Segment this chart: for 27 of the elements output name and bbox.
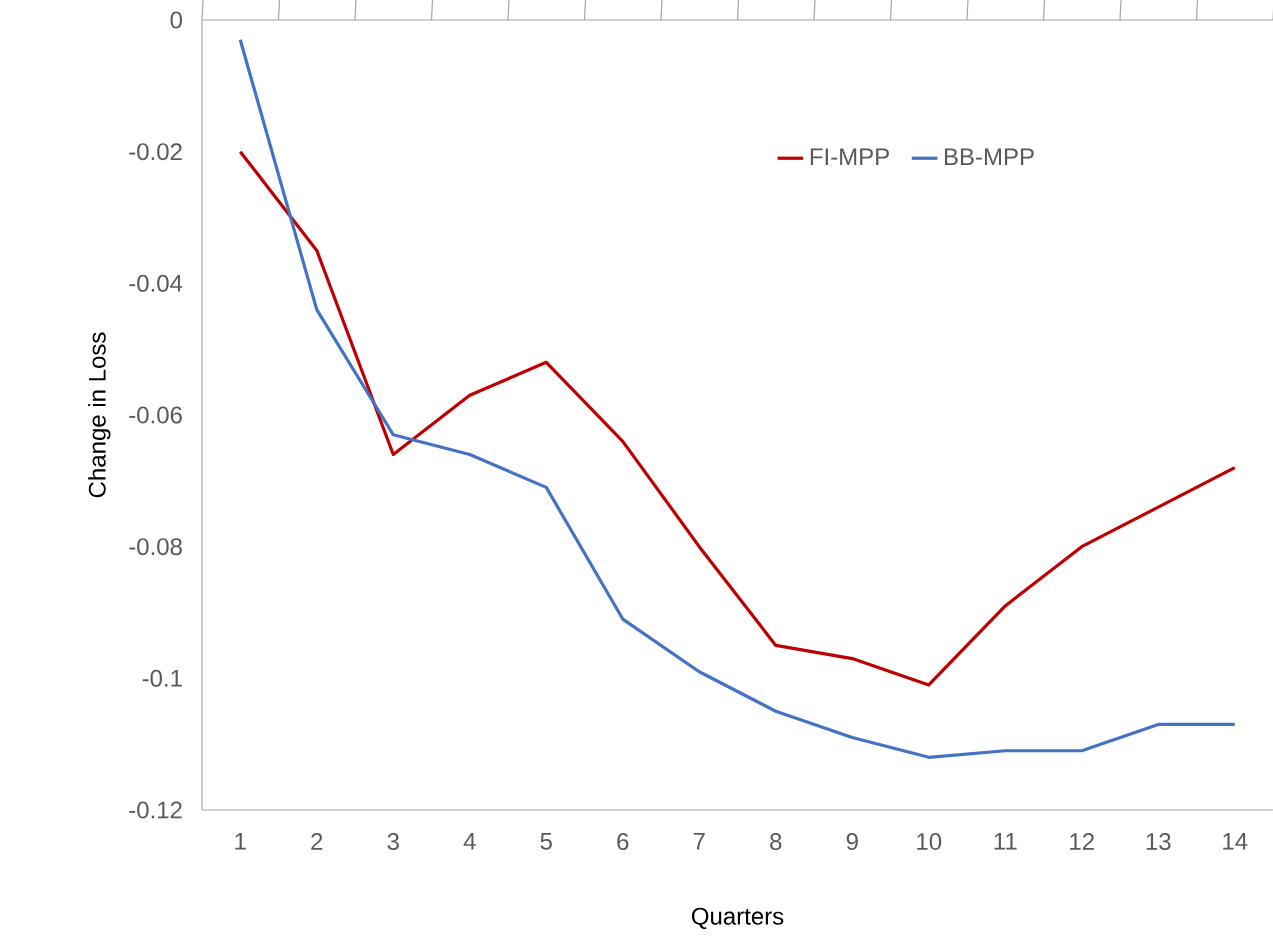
y-tick-label: -0.12 — [129, 801, 182, 819]
y-tick-label: 0 — [170, 11, 183, 29]
y-tick-label: -0.1 — [142, 669, 182, 687]
line-series — [238, 38, 1237, 759]
x-tick-label: 4 — [463, 833, 476, 850]
y-tick-label: -0.02 — [129, 143, 182, 161]
x-tick-label: 1 — [235, 833, 246, 850]
y-tick-label: -0.04 — [129, 274, 183, 292]
x-tick-label: 12 — [1070, 833, 1094, 850]
x-tick-label: 3 — [387, 833, 399, 851]
x-tick-label: 9 — [846, 833, 858, 851]
x-tick-label: 5 — [540, 833, 552, 850]
x-tick-label: 11 — [994, 833, 1017, 850]
x-tick-label: 10 — [917, 833, 942, 851]
y-axis-title: Change in Loss — [88, 332, 111, 498]
x-tick-label: 6 — [617, 833, 629, 851]
x-tick-label: 8 — [770, 833, 782, 851]
legend-label: FI-MPP — [810, 148, 889, 165]
x-axis-title: Quarters — [691, 907, 784, 930]
x-tick-label: 14 — [1223, 833, 1248, 850]
x-tick-label: 7 — [693, 833, 705, 850]
y-tick-label: -0.08 — [129, 538, 182, 556]
x-tick-label: 13 — [1146, 833, 1171, 851]
x-tick-label: 2 — [311, 833, 323, 850]
line-series — [238, 150, 1237, 687]
y-tick-label: -0.06 — [129, 406, 182, 424]
legend-label: BB-MPP — [944, 148, 1034, 165]
